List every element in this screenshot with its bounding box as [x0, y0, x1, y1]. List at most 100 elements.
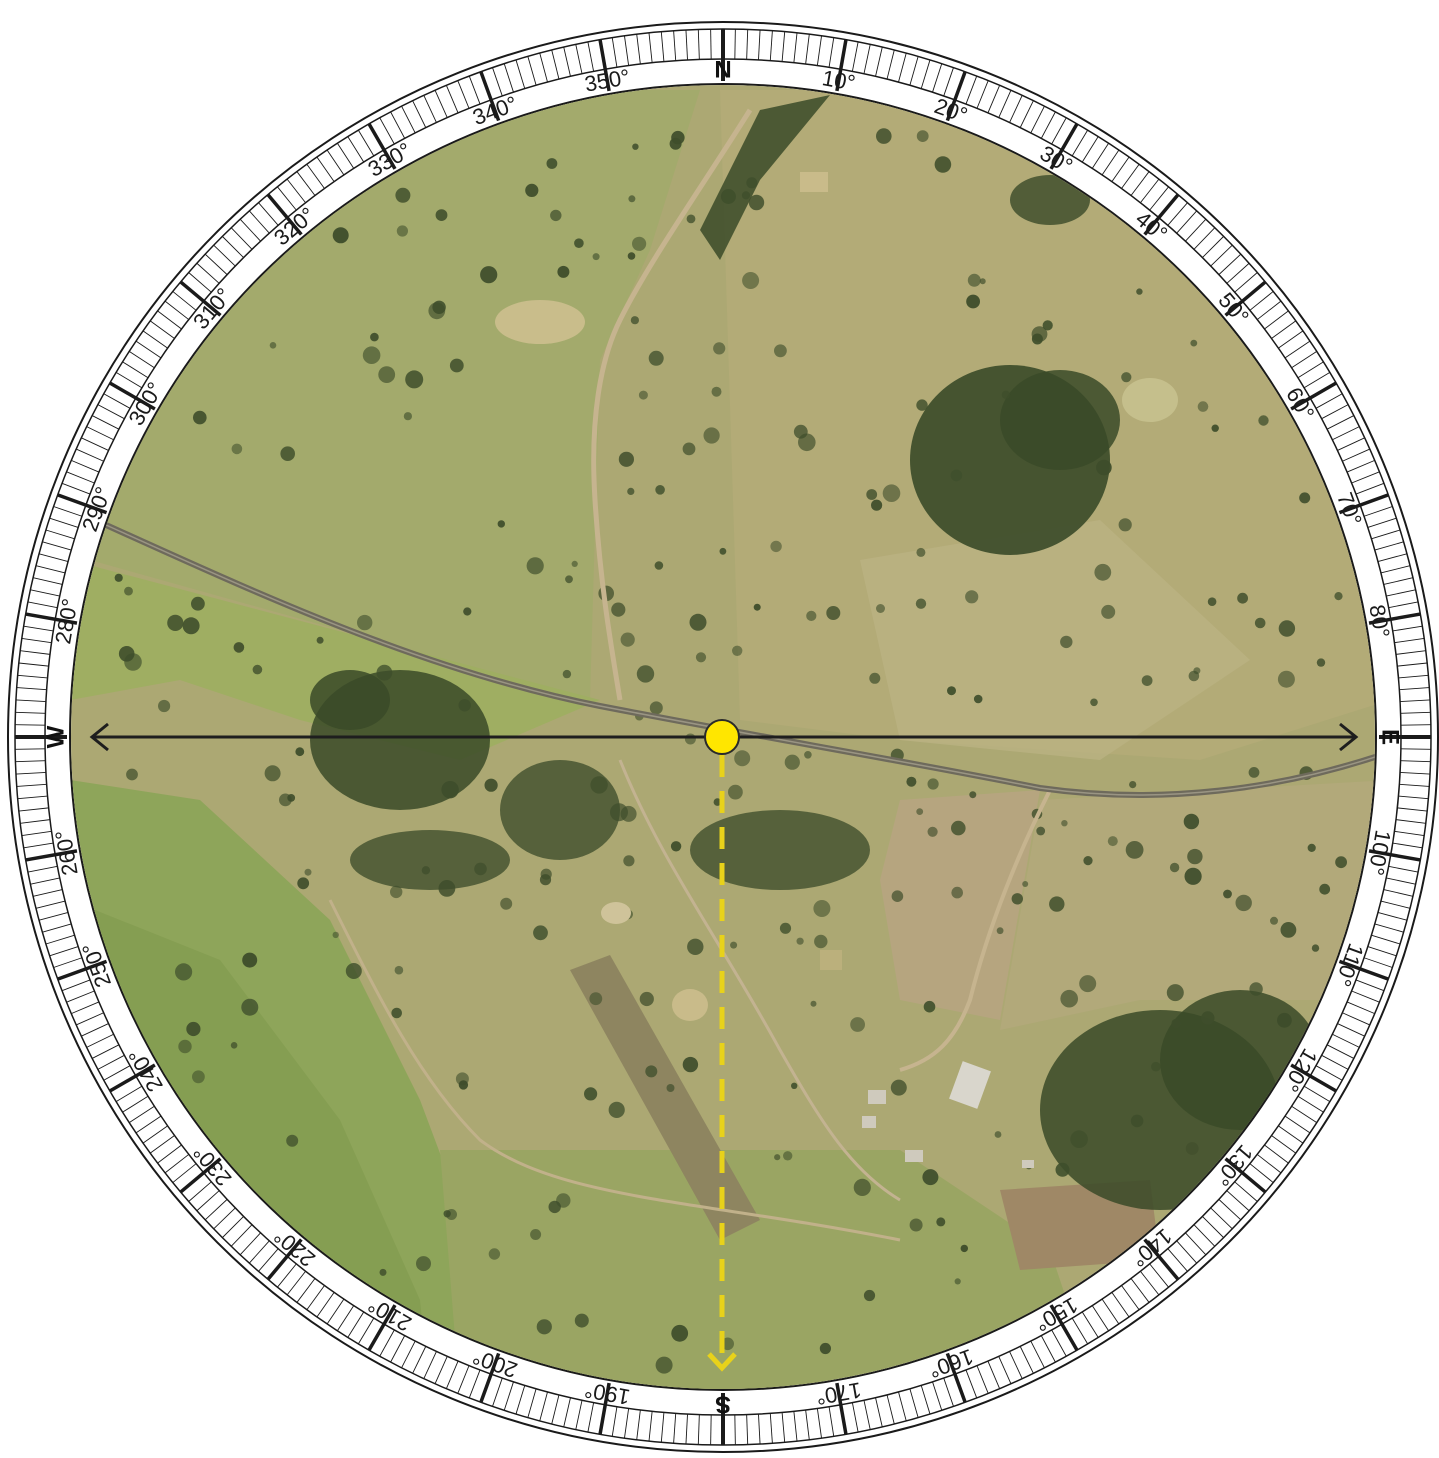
- tree: [1001, 390, 1011, 399]
- tree: [947, 686, 956, 696]
- tree: [711, 386, 722, 397]
- tree: [295, 747, 305, 757]
- tree: [1031, 326, 1048, 342]
- degree-label: 10°: [820, 65, 857, 95]
- minor-tick: [1383, 889, 1413, 897]
- minor-tick: [1249, 1163, 1274, 1183]
- tree: [592, 253, 600, 261]
- tree: [753, 603, 761, 611]
- minor-tick: [1371, 934, 1401, 945]
- minor-tick: [816, 35, 822, 66]
- tree: [1079, 975, 1097, 993]
- minor-tick: [401, 1340, 416, 1369]
- major-tick: [25, 612, 78, 625]
- tree: [1335, 856, 1347, 869]
- tree: [1254, 617, 1266, 629]
- minor-tick: [1130, 1278, 1150, 1303]
- minor-tick: [1202, 236, 1224, 258]
- minor-tick: [115, 371, 143, 389]
- minor-tick: [423, 95, 437, 123]
- tree: [530, 1229, 542, 1240]
- minor-tick: [423, 1351, 437, 1379]
- minor-tick: [1284, 340, 1311, 359]
- tree: [1055, 1162, 1070, 1177]
- minor-tick: [49, 946, 79, 957]
- minor-tick: [149, 1135, 175, 1154]
- tree: [960, 1244, 968, 1253]
- minor-tick: [551, 49, 560, 80]
- minor-tick: [769, 1413, 773, 1444]
- minor-tick: [769, 30, 773, 61]
- tree: [666, 1084, 675, 1092]
- minor-tick: [1297, 361, 1324, 379]
- minor-tick: [1040, 111, 1056, 139]
- minor-tick: [563, 1397, 571, 1427]
- tree: [741, 191, 751, 200]
- tree: [233, 642, 245, 653]
- minor-tick: [230, 227, 253, 250]
- tree: [550, 209, 562, 222]
- minor-tick: [61, 482, 91, 495]
- minor-tick: [624, 35, 630, 66]
- minor-tick: [15, 724, 46, 726]
- minor-tick: [16, 687, 47, 691]
- minor-tick: [1193, 227, 1216, 250]
- tree: [252, 664, 263, 675]
- dirt-track-southeast: [899, 789, 1052, 1072]
- tree: [1193, 667, 1201, 675]
- minor-tick: [135, 340, 162, 359]
- minor-tick: [1367, 946, 1397, 957]
- major-tick: [945, 1352, 967, 1403]
- minor-tick: [157, 310, 182, 330]
- tree: [806, 610, 817, 622]
- minor-tick: [27, 601, 58, 609]
- tree: [394, 965, 404, 975]
- minor-tick: [1019, 100, 1034, 128]
- tree: [774, 1154, 781, 1161]
- tree: [720, 189, 736, 204]
- minor-tick: [103, 1065, 131, 1081]
- tree: [1207, 597, 1217, 606]
- minor-tick: [286, 178, 306, 204]
- tree: [1171, 1018, 1181, 1029]
- minor-tick: [149, 320, 175, 339]
- tree: [118, 646, 135, 662]
- tree: [474, 862, 487, 876]
- south-arrowhead: [707, 1352, 737, 1372]
- tree: [584, 1087, 598, 1101]
- minor-tick: [49, 517, 79, 528]
- minor-tick: [920, 59, 931, 89]
- minor-tick: [746, 1414, 749, 1445]
- tree: [682, 1056, 699, 1073]
- tree: [441, 781, 459, 799]
- tree: [927, 778, 939, 790]
- tree: [396, 225, 408, 237]
- minor-tick: [539, 53, 548, 83]
- minor-tick: [390, 1335, 406, 1363]
- tree: [655, 485, 665, 495]
- tree: [1129, 781, 1137, 789]
- minor-tick: [1278, 1125, 1304, 1144]
- minor-tick: [53, 957, 83, 968]
- minor-tick: [248, 1240, 270, 1264]
- minor-tick: [1303, 371, 1331, 389]
- tree: [286, 1134, 299, 1147]
- minor-tick: [1332, 426, 1360, 441]
- minor-tick: [296, 171, 316, 196]
- minor-tick: [1091, 142, 1109, 169]
- tree: [1042, 320, 1053, 331]
- minor-tick: [587, 1402, 595, 1433]
- tree: [449, 358, 464, 373]
- tree: [630, 316, 640, 325]
- major-tick: [1338, 493, 1389, 515]
- minor-tick: [527, 1388, 537, 1418]
- minor-tick: [1374, 923, 1404, 933]
- minor-tick: [1399, 783, 1430, 787]
- tree: [915, 598, 927, 609]
- minor-tick: [624, 1408, 630, 1439]
- tree: [1248, 767, 1260, 778]
- tree: [869, 672, 881, 684]
- tree: [345, 963, 362, 979]
- major-tick: [1049, 122, 1079, 170]
